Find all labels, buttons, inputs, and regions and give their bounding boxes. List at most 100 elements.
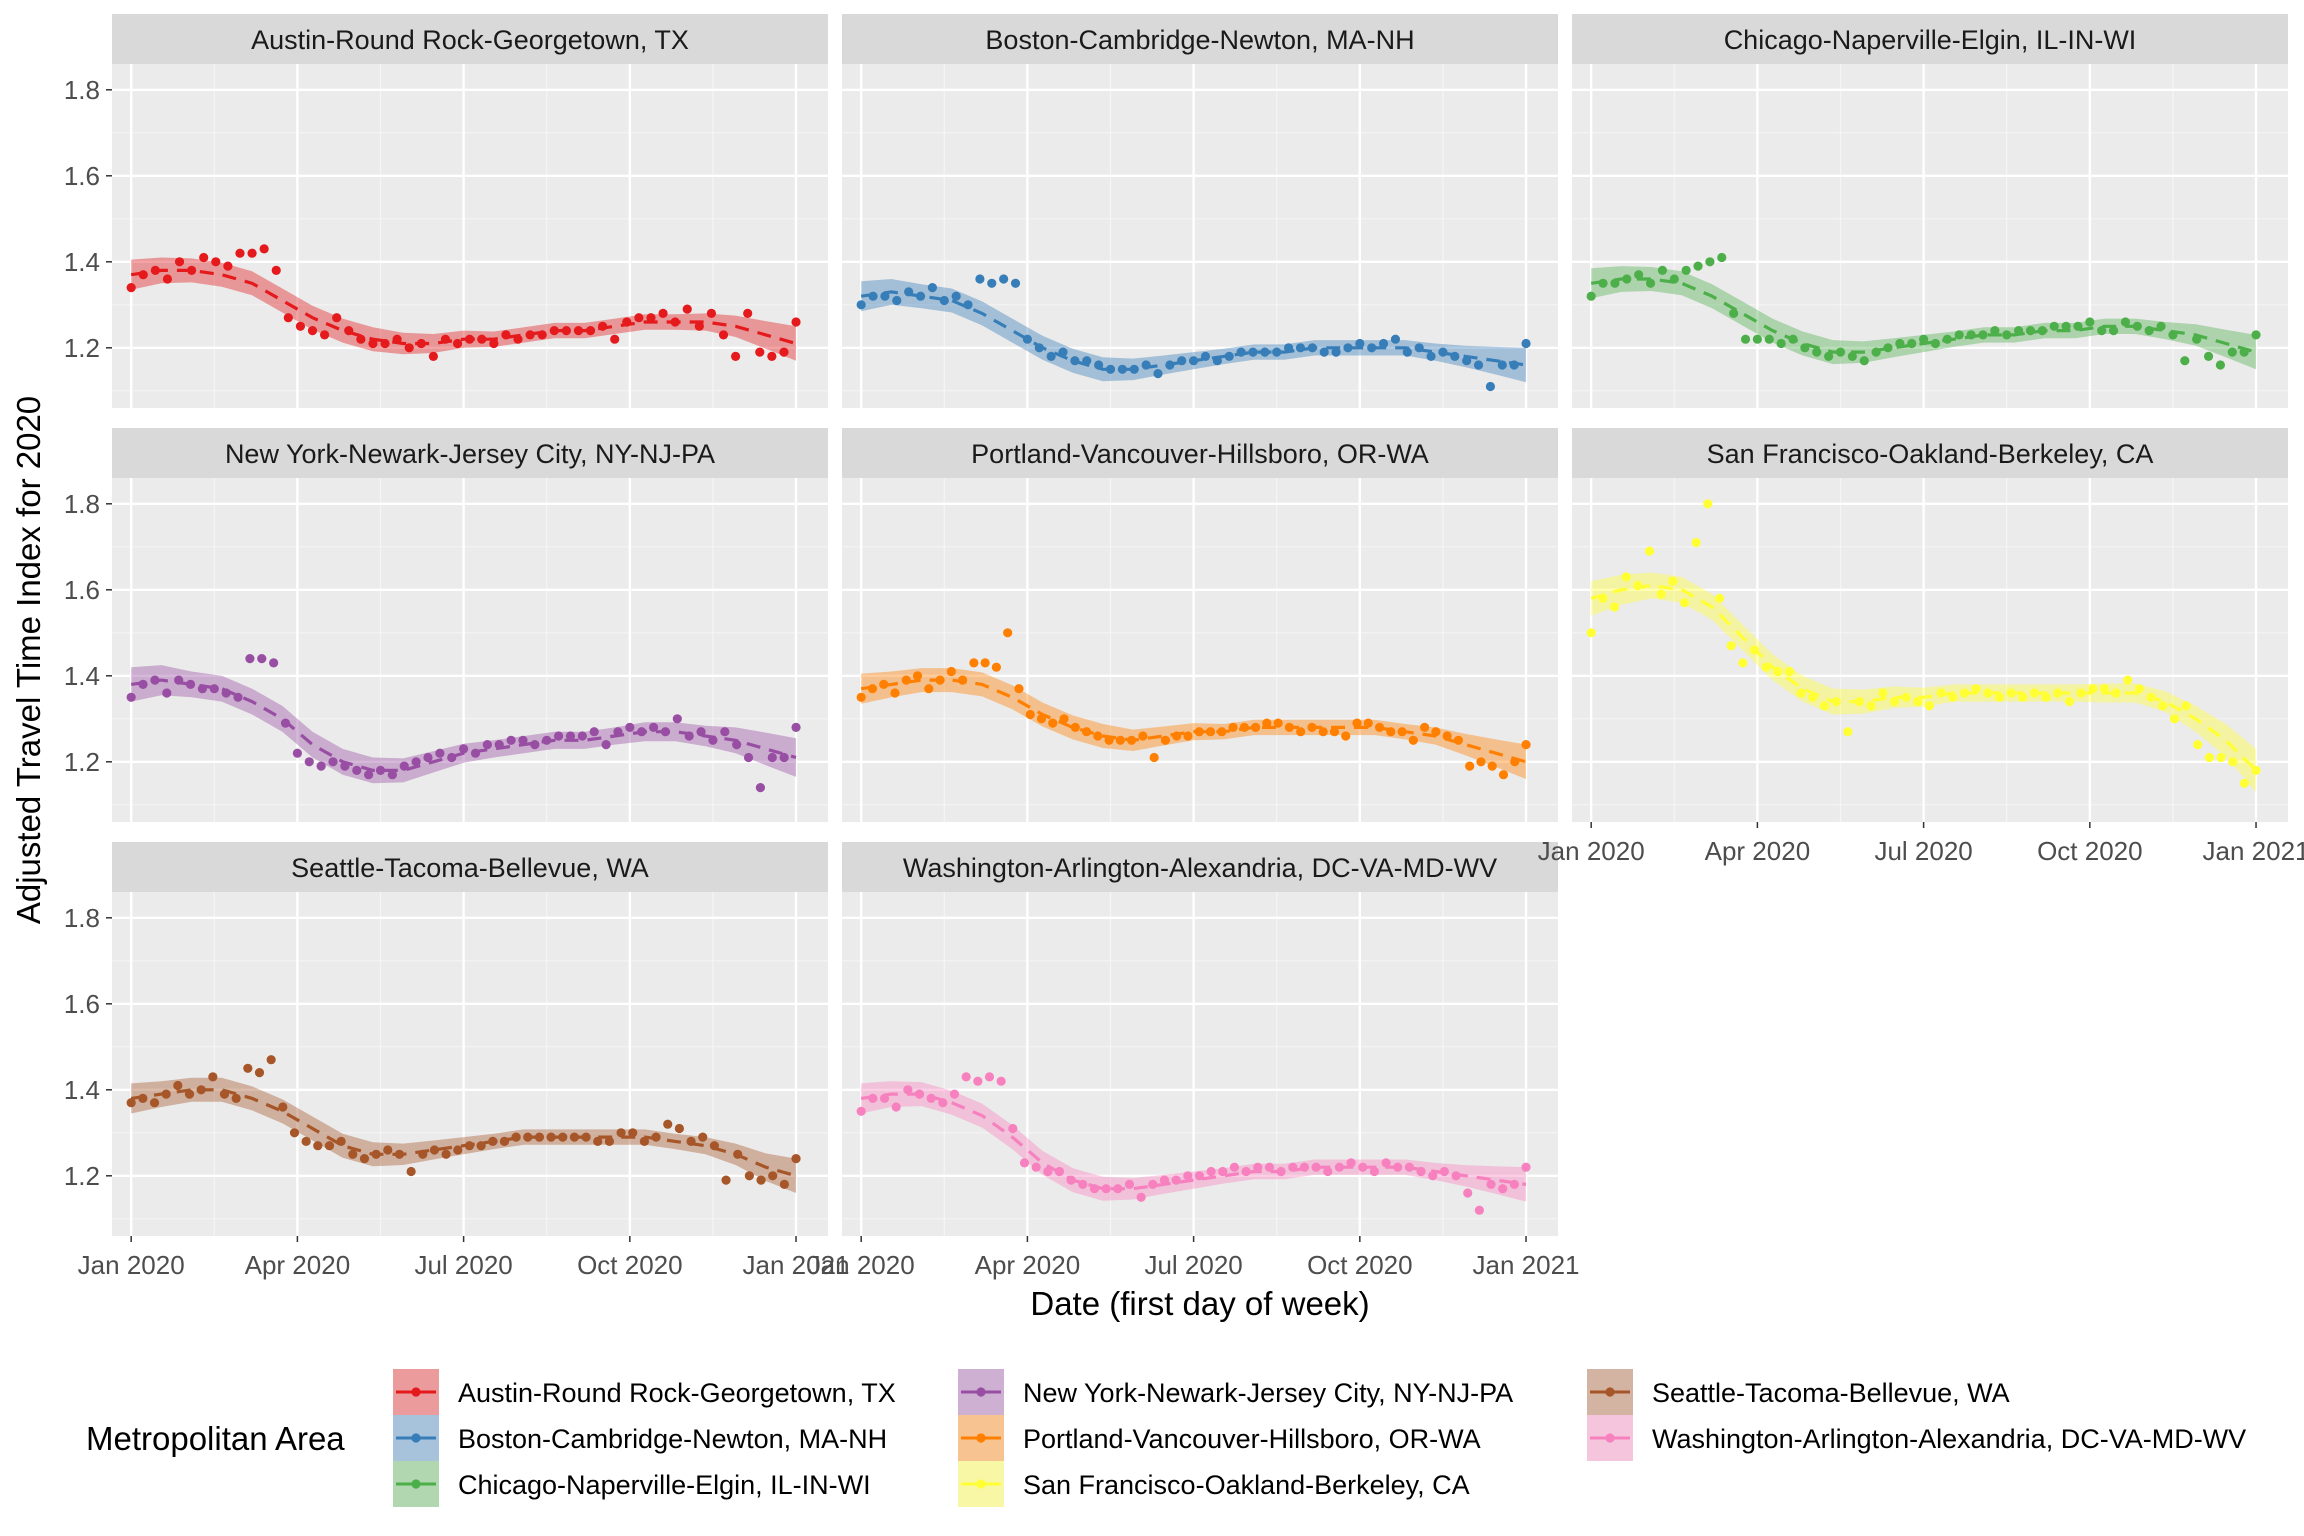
data-point bbox=[375, 765, 386, 776]
data-point bbox=[682, 304, 692, 314]
data-point bbox=[2181, 701, 2191, 711]
data-point bbox=[601, 740, 611, 750]
facet-strip bbox=[1572, 14, 2288, 64]
data-point bbox=[1093, 731, 1103, 741]
data-point bbox=[2099, 684, 2110, 694]
data-point bbox=[1323, 1166, 1333, 1177]
smooth-ribbon bbox=[131, 665, 796, 784]
data-point bbox=[126, 283, 136, 293]
data-point bbox=[856, 1106, 866, 1116]
data-point bbox=[1668, 576, 1678, 586]
data-point bbox=[1954, 330, 1964, 340]
data-point bbox=[791, 317, 801, 327]
data-point bbox=[406, 1166, 416, 1177]
y-tick-label: 1.6 bbox=[64, 989, 100, 1019]
data-point bbox=[768, 1171, 778, 1181]
x-tick-label: Jul 2020 bbox=[414, 1250, 512, 1280]
data-point bbox=[404, 343, 414, 353]
data-point bbox=[1149, 752, 1159, 763]
data-point bbox=[927, 283, 938, 293]
data-point bbox=[946, 666, 956, 677]
data-point bbox=[891, 1102, 901, 1112]
data-point bbox=[301, 1136, 311, 1146]
data-point bbox=[999, 274, 1009, 284]
data-point bbox=[1253, 1162, 1263, 1172]
x-tick-label: Jul 2020 bbox=[1874, 836, 1972, 866]
data-point bbox=[1160, 735, 1171, 745]
legend-key-point bbox=[976, 1433, 986, 1443]
data-point bbox=[1194, 1171, 1205, 1181]
data-point bbox=[2239, 778, 2249, 788]
legend-label: Boston-Cambridge-Newton, MA-NH bbox=[458, 1424, 887, 1454]
data-point bbox=[1369, 1166, 1380, 1177]
data-point bbox=[295, 321, 306, 331]
data-point bbox=[1994, 692, 2005, 702]
data-point bbox=[1819, 701, 1830, 711]
data-point bbox=[706, 308, 717, 318]
data-point bbox=[1498, 1184, 1508, 1194]
data-point bbox=[698, 1132, 708, 1142]
facet-boston-cambridge-newton-ma-nh: Boston-Cambridge-Newton, MA-NH bbox=[842, 14, 1558, 408]
data-point bbox=[2216, 752, 2226, 763]
data-point bbox=[1341, 731, 1351, 741]
data-point bbox=[233, 692, 243, 702]
legend-key-point bbox=[411, 1387, 421, 1397]
data-point bbox=[518, 735, 528, 745]
facet-strip-label: Boston-Cambridge-Newton, MA-NH bbox=[985, 25, 1414, 55]
data-point bbox=[1043, 1166, 1053, 1177]
smooth-ribbon bbox=[861, 668, 1526, 779]
data-point bbox=[628, 1128, 638, 1138]
data-point bbox=[1752, 334, 1762, 344]
facet-strip bbox=[842, 428, 1558, 478]
data-point bbox=[1273, 718, 1283, 728]
data-point bbox=[2169, 714, 2179, 724]
data-point bbox=[1229, 1162, 1240, 1172]
data-point bbox=[1487, 761, 1497, 771]
x-tick-label: Apr 2020 bbox=[975, 1250, 1081, 1280]
legend-item-boston-cambridge-newton-ma-nh: Boston-Cambridge-Newton, MA-NH bbox=[393, 1415, 887, 1461]
data-point bbox=[1031, 1162, 1041, 1172]
legend-item-chicago-naperville-elgin-il-in-wi: Chicago-Naperville-Elgin, IL-IN-WI bbox=[393, 1461, 871, 1507]
x-tick-label: Jan 2021 bbox=[1473, 1250, 1580, 1280]
facet-strip-label: San Francisco-Oakland-Berkeley, CA bbox=[1707, 439, 2154, 469]
data-point bbox=[2203, 351, 2214, 361]
data-point bbox=[1889, 697, 1900, 707]
data-point bbox=[1329, 727, 1340, 737]
data-point bbox=[2111, 688, 2121, 698]
facet-panels: Austin-Round Rock-Georgetown, TX Boston-C… bbox=[112, 14, 2288, 1236]
x-axis-ticks: Jan 2020 Apr 2020 Jul 2020 Oct 2020 Jan 2021… bbox=[78, 822, 2304, 1280]
data-point bbox=[2251, 330, 2261, 340]
data-point bbox=[1919, 334, 1929, 344]
data-point bbox=[1521, 1162, 1531, 1172]
data-point bbox=[332, 313, 342, 323]
data-point bbox=[231, 1093, 241, 1103]
data-point bbox=[2088, 684, 2098, 694]
data-point bbox=[2204, 752, 2214, 763]
data-point bbox=[476, 1141, 486, 1151]
data-point bbox=[743, 752, 754, 763]
data-point bbox=[732, 740, 742, 750]
smooth-ribbon bbox=[861, 1081, 1526, 1202]
data-point bbox=[1847, 351, 1857, 361]
y-tick-label: 1.2 bbox=[64, 747, 100, 777]
data-point bbox=[1148, 1179, 1158, 1189]
y-axis-title: Adjusted Travel Time Index for 2020 bbox=[10, 396, 47, 924]
data-point bbox=[1729, 308, 1739, 318]
data-point bbox=[1070, 722, 1080, 733]
data-point bbox=[2049, 321, 2059, 331]
data-point bbox=[348, 1149, 358, 1159]
data-point bbox=[963, 300, 973, 310]
x-axis-title: Date (first day of week) bbox=[1030, 1285, 1369, 1322]
data-point bbox=[779, 1179, 789, 1189]
data-point bbox=[1331, 347, 1341, 357]
data-point bbox=[429, 1145, 440, 1155]
data-point bbox=[743, 308, 753, 318]
data-point bbox=[720, 727, 730, 737]
data-point bbox=[278, 1102, 288, 1112]
data-point bbox=[435, 748, 445, 758]
data-point bbox=[1679, 598, 1690, 608]
legend-item-seattle-tacoma-bellevue-wa: Seattle-Tacoma-Bellevue, WA bbox=[1587, 1369, 2010, 1415]
data-point bbox=[585, 326, 596, 336]
data-point bbox=[1224, 351, 1234, 361]
